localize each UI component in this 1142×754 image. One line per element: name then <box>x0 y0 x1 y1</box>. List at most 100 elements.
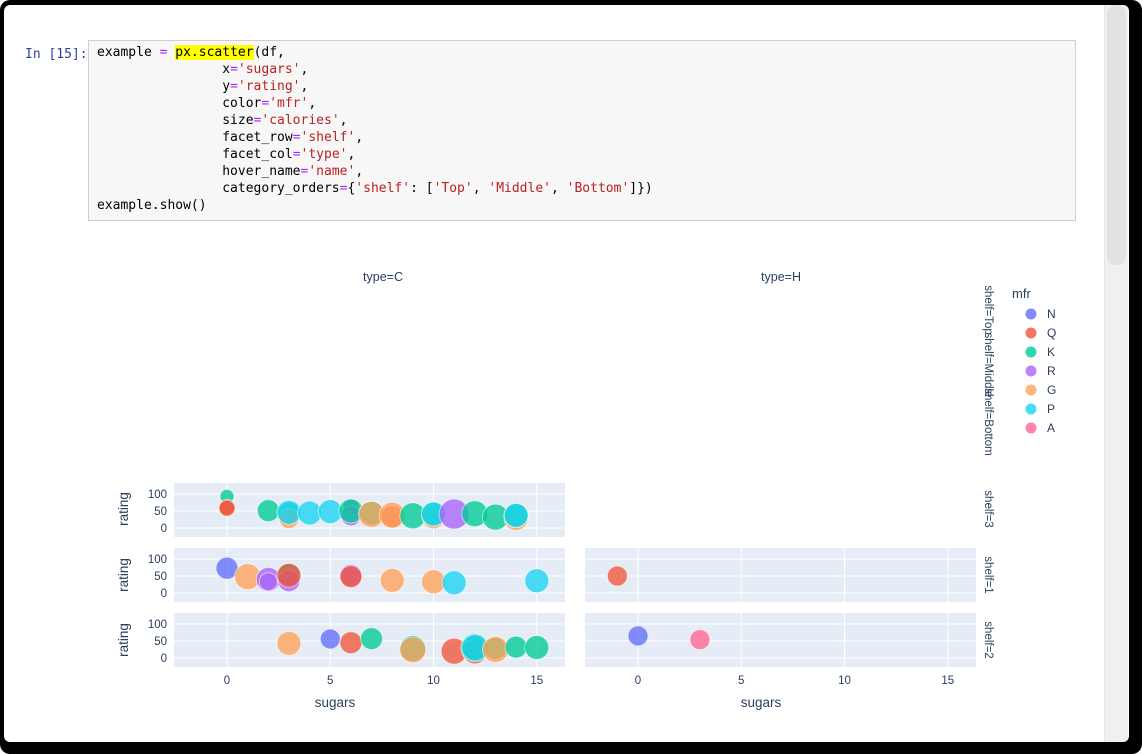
scatter-point[interactable] <box>627 625 649 647</box>
facet-row-label: shelf=Bottom <box>982 388 994 455</box>
code-line: example.show() <box>97 198 207 213</box>
legend-item[interactable]: A <box>1025 421 1056 435</box>
code-line: facet_row='shelf', <box>222 130 364 145</box>
legend-item[interactable]: K <box>1025 345 1056 359</box>
facet-col-label: type=C <box>363 270 403 284</box>
y-tick-label: 50 <box>154 636 167 648</box>
y-axis-title: rating <box>116 558 131 592</box>
facet-panel <box>174 483 565 537</box>
scatter-point[interactable] <box>503 502 529 528</box>
legend-label: N <box>1047 307 1056 321</box>
code-line: hover_name='name', <box>222 164 364 179</box>
panel-points <box>276 627 550 665</box>
scatter-point[interactable] <box>441 570 467 596</box>
y-tick-label: 100 <box>148 554 167 566</box>
scatter-point[interactable] <box>276 562 302 588</box>
legend-label: A <box>1047 421 1055 435</box>
scatter-point[interactable] <box>379 567 405 593</box>
scrollbar-thumb[interactable] <box>1107 5 1126 265</box>
scatter-point[interactable] <box>339 631 363 655</box>
facet-row-label: shelf=Top <box>982 285 994 335</box>
facet-row-label: shelf=3 <box>982 490 994 527</box>
facet-panel <box>174 548 565 602</box>
x-tick-label: 15 <box>941 675 954 687</box>
scatter-point[interactable] <box>218 499 236 517</box>
legend-swatch-N <box>1025 308 1037 320</box>
legend-swatch-P <box>1025 403 1037 415</box>
legend-item[interactable]: N <box>1025 307 1056 321</box>
scatter-point[interactable] <box>504 635 528 659</box>
code-line: size='calories', <box>222 113 348 128</box>
panel-background <box>585 548 976 602</box>
scatter-point[interactable] <box>606 565 628 587</box>
legend-label: Q <box>1047 326 1056 340</box>
legend-label: K <box>1047 345 1055 359</box>
code-line: x='sugars', <box>222 62 309 77</box>
code-line: category_orders={'shelf': ['Top', 'Middl… <box>222 181 653 196</box>
y-tick-label: 0 <box>161 523 167 535</box>
y-axis-title: rating <box>116 492 131 526</box>
x-axis-title: sugars <box>315 695 356 710</box>
facet-panel <box>585 613 976 667</box>
x-tick-label: 5 <box>738 675 744 687</box>
scatter-point[interactable] <box>256 499 280 523</box>
legend-title: mfr <box>1012 286 1031 301</box>
legend-swatch-Q <box>1025 327 1037 339</box>
scatter-point[interactable] <box>339 565 363 589</box>
code-line: example = px.scatter(df, <box>97 45 285 60</box>
code-line: color='mfr', <box>222 96 317 111</box>
panel-points <box>627 625 711 651</box>
y-tick-label: 100 <box>148 489 167 501</box>
vertical-scrollbar[interactable] <box>1104 5 1128 742</box>
legend-label: G <box>1047 383 1056 397</box>
y-tick-label: 0 <box>161 653 167 665</box>
x-tick-label: 0 <box>635 675 641 687</box>
facet-row-label: shelf=Middle <box>982 333 994 398</box>
scatter-point[interactable] <box>689 629 711 651</box>
code-line: facet_col='type', <box>222 147 356 162</box>
facet-panel <box>174 613 565 667</box>
scatter-point[interactable] <box>524 568 550 594</box>
x-tick-label: 10 <box>427 675 440 687</box>
y-tick-label: 50 <box>154 506 167 518</box>
code-line: y='rating', <box>222 79 309 94</box>
notebook-page: In [15]: example = px.scatter(df, x='sug… <box>4 5 1129 742</box>
facet-panel <box>585 548 976 602</box>
facet-col-label: type=H <box>761 270 801 284</box>
y-tick-label: 100 <box>148 619 167 631</box>
facet-row-label: shelf=1 <box>982 556 994 593</box>
scatter-point[interactable] <box>399 636 427 664</box>
panel-points <box>215 556 550 596</box>
legend-item[interactable]: Q <box>1025 326 1057 340</box>
facet-scatter-chart: 100 50 0 100 50 0 100 50 0 0 5 10 15 0 5 10 15 rating rati… <box>116 270 1057 710</box>
legend-swatch-K <box>1025 346 1037 358</box>
x-tick-label: 10 <box>838 675 851 687</box>
x-tick-label: 15 <box>530 675 543 687</box>
y-axis-title: rating <box>116 623 131 657</box>
scatter-point[interactable] <box>319 628 341 650</box>
scatter-point[interactable] <box>258 572 278 592</box>
scatter-point[interactable] <box>524 634 550 660</box>
plotly-figure: 100 50 0 100 50 0 100 50 0 0 5 10 15 0 5 10 15 rating rati… <box>4 5 1129 742</box>
x-axis-title: sugars <box>741 695 782 710</box>
facet-row-label: shelf=2 <box>982 621 994 658</box>
scatter-point[interactable] <box>360 627 384 651</box>
y-tick-label: 0 <box>161 588 167 600</box>
x-tick-label: 0 <box>224 675 230 687</box>
legend-swatch-G <box>1025 384 1037 396</box>
legend-swatch-R <box>1025 365 1037 377</box>
code-input-area[interactable]: example = px.scatter(df, x='sugars', y='… <box>88 40 1076 221</box>
legend-label: P <box>1047 402 1055 416</box>
code-text[interactable]: example = px.scatter(df, x='sugars', y='… <box>89 41 1075 217</box>
cell-prompt: In [15]: <box>25 47 88 62</box>
legend-item[interactable]: G <box>1025 383 1057 397</box>
x-tick-label: 5 <box>327 675 333 687</box>
legend-swatch-A <box>1025 422 1037 434</box>
legend-label: R <box>1047 364 1056 378</box>
scatter-point[interactable] <box>481 636 509 663</box>
scatter-point[interactable] <box>276 630 302 656</box>
y-tick-label: 50 <box>154 571 167 583</box>
legend-item[interactable]: R <box>1025 364 1057 378</box>
legend-item[interactable]: P <box>1025 402 1056 416</box>
